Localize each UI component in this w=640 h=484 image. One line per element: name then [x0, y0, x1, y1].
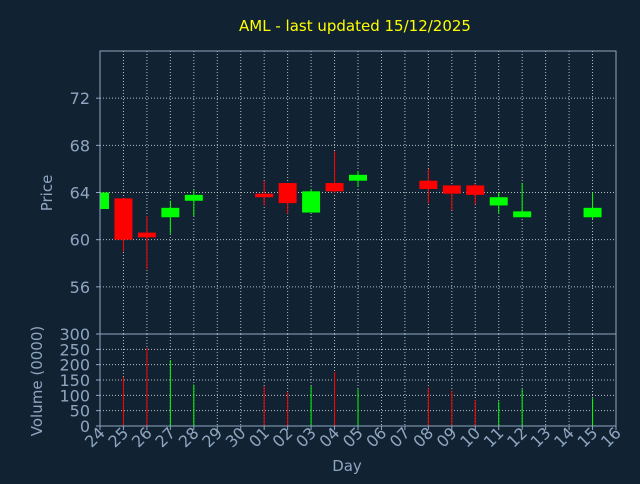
price-tick-label: 64	[70, 184, 90, 203]
candle-body	[255, 193, 274, 198]
price-tick-label: 60	[70, 231, 90, 250]
volume-tick-label: 0	[80, 417, 90, 436]
candle-body	[100, 192, 109, 210]
candle-body	[513, 211, 532, 218]
volume-tick-label: 150	[59, 371, 90, 390]
volume-tick-label: 300	[59, 325, 90, 344]
chart-title: AML - last updated 15/12/2025	[239, 17, 471, 35]
candle-body	[325, 183, 344, 192]
candle-body	[442, 185, 461, 194]
price-tick-label: 56	[70, 278, 90, 297]
candle-body	[302, 191, 321, 213]
candle-body	[466, 185, 485, 195]
candle-body	[184, 194, 203, 201]
volume-tick-label: 100	[59, 386, 90, 405]
price-panel: 56 60 64 68 72	[70, 50, 617, 335]
candle-body	[349, 174, 367, 181]
candle-body	[278, 183, 297, 204]
x-axis-label: Day	[332, 457, 362, 475]
volume-tick-label: 200	[59, 356, 90, 375]
candle-body	[489, 197, 508, 206]
volume-axis-label: Volume (0000)	[28, 326, 46, 436]
volume-tick-label: 50	[70, 402, 90, 421]
candle-body	[419, 180, 438, 189]
candle-body	[583, 207, 602, 218]
candle-body	[114, 198, 133, 240]
volume-tick-label: 250	[59, 340, 90, 359]
price-tick-label: 68	[70, 136, 90, 155]
price-axis-label: Price	[38, 175, 56, 212]
candle-body	[137, 232, 156, 238]
candle-body	[161, 207, 180, 218]
price-tick-label: 72	[70, 89, 90, 108]
